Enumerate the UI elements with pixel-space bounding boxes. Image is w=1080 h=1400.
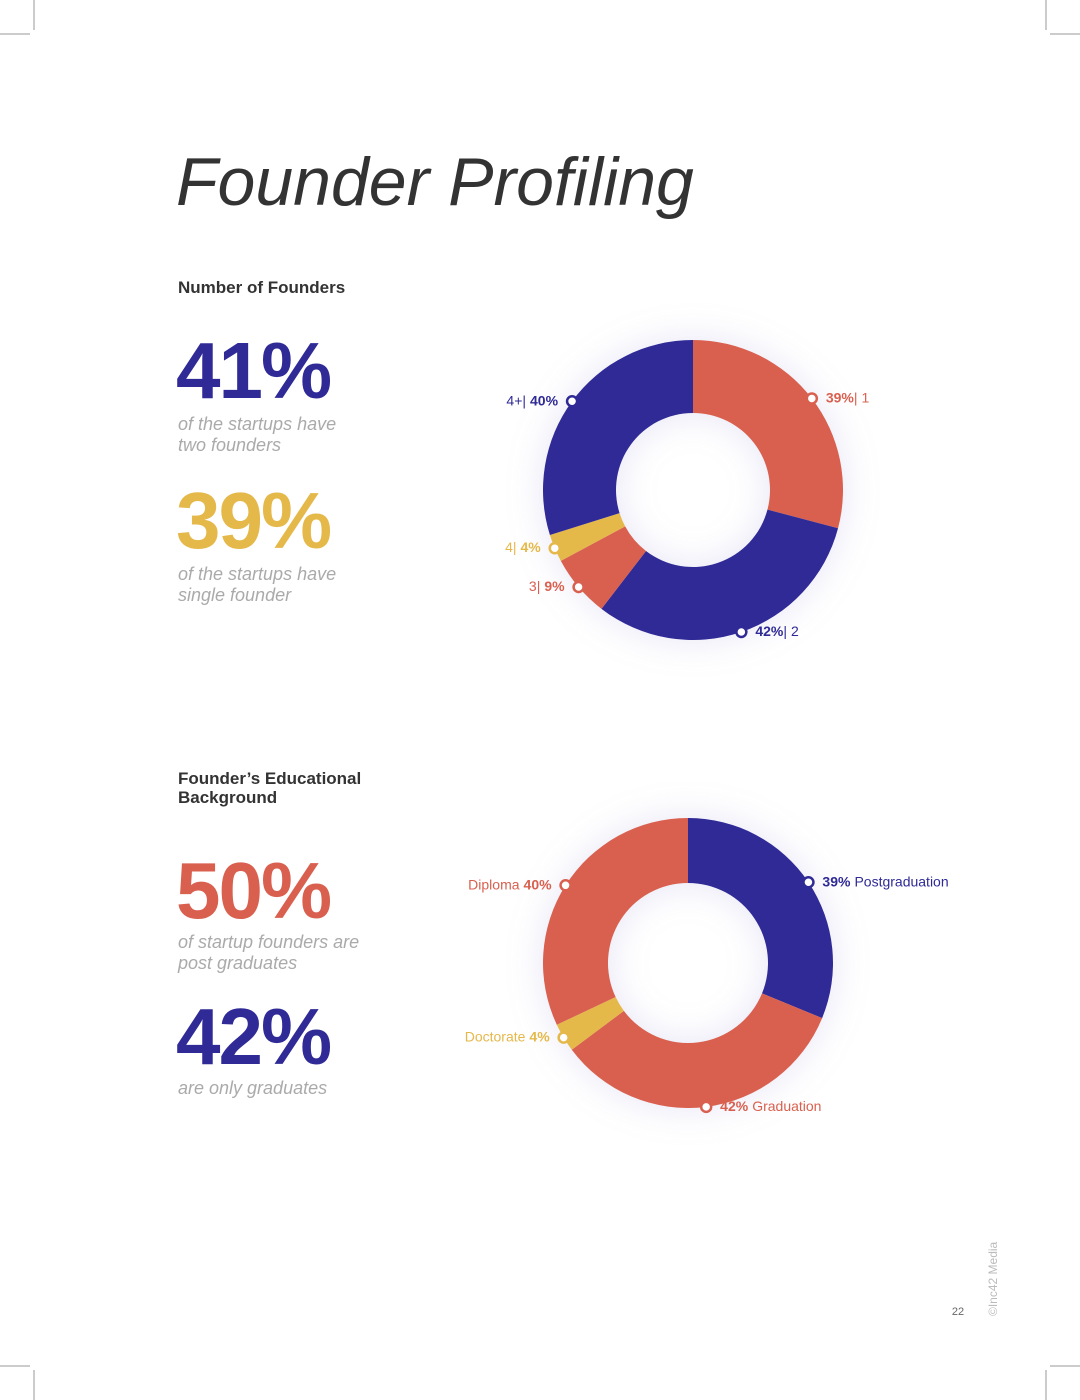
label-dot	[572, 580, 585, 594]
stat-description: of the startups have	[178, 564, 336, 584]
slice-value: 42%	[720, 1098, 749, 1114]
slice-label: Diploma 40%	[468, 876, 552, 892]
page-title: Founder Profiling	[176, 144, 694, 220]
donut-slice	[688, 818, 833, 1019]
slice-label: Doctorate 4%	[465, 1028, 550, 1044]
slice-category: 4+	[506, 392, 522, 408]
donut-slice	[556, 997, 624, 1050]
label-dot	[699, 1100, 713, 1114]
page-number: 22	[952, 1306, 964, 1318]
slice-label: 4+| 40%	[506, 392, 558, 408]
donut	[543, 818, 833, 1108]
slice-value: 9%	[544, 578, 565, 594]
slice-category: 1	[861, 389, 869, 405]
donut-slice	[693, 340, 843, 529]
slice-category: Doctorate	[465, 1028, 526, 1044]
stat-figure: 41%	[176, 326, 331, 415]
stat-description: are only graduates	[178, 1078, 327, 1098]
slice-category: 3	[529, 578, 537, 594]
label-dot	[802, 876, 815, 889]
label-dot	[559, 879, 572, 892]
donut-slice	[549, 513, 626, 561]
slice-label: 39%| 1	[826, 389, 870, 405]
slice-value: 39%	[826, 389, 855, 405]
label-separator: |	[783, 623, 787, 639]
stat-description: of the startups have	[178, 414, 336, 434]
donut-slice	[543, 340, 693, 536]
slice-value: 4%	[529, 1028, 550, 1044]
donut	[543, 340, 843, 640]
stat-description: single founder	[178, 585, 292, 605]
slice-value: 40%	[524, 876, 553, 892]
label-dot	[557, 1031, 570, 1044]
slice-label: 42% Graduation	[720, 1098, 821, 1114]
slice-category: Postgraduation	[854, 873, 948, 889]
label-separator: |	[522, 392, 526, 408]
slice-value: 42%	[755, 623, 784, 639]
stat-figure: 42%	[176, 992, 331, 1081]
slice-label: 4| 4%	[505, 539, 541, 555]
donut-slice	[571, 993, 823, 1108]
label-dot	[548, 541, 562, 555]
stat-description: of startup founders are	[178, 932, 359, 952]
section-heading: Founder’s Educational	[178, 769, 361, 788]
label-dot	[805, 392, 819, 405]
stat-figure: 39%	[176, 476, 331, 565]
slice-category: Graduation	[752, 1098, 821, 1114]
donut-slice	[543, 818, 688, 1025]
label-separator: |	[854, 389, 858, 405]
stat-description: two founders	[178, 435, 281, 455]
slice-category: Diploma	[468, 876, 520, 892]
label-dot	[565, 395, 579, 408]
credit: ©Inc42 Media	[986, 1241, 1000, 1316]
section-heading: Background	[178, 788, 277, 807]
slice-label: 42%| 2	[755, 623, 799, 639]
slice-category: 4	[505, 539, 513, 555]
slice-label: 3| 9%	[529, 578, 565, 594]
stat-figure: 50%	[176, 846, 331, 935]
stat-description: post graduates	[177, 953, 297, 973]
slice-value: 39%	[822, 873, 851, 889]
section-heading: Number of Founders	[178, 278, 345, 297]
slice-label: 39% Postgraduation	[822, 873, 948, 889]
slice-value: 4%	[521, 539, 542, 555]
slice-category: 2	[791, 623, 799, 639]
label-dot	[735, 625, 748, 639]
label-separator: |	[537, 578, 541, 594]
label-separator: |	[513, 539, 517, 555]
donut-slice	[601, 509, 839, 640]
slice-value: 40%	[530, 392, 559, 408]
